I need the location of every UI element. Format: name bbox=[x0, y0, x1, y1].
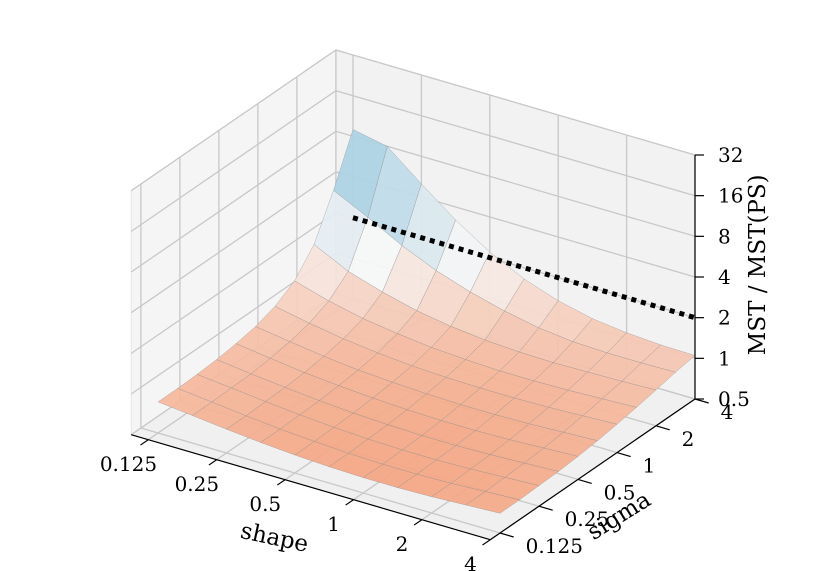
z-tick-label: 2 bbox=[718, 306, 731, 330]
x-tick-label: 2 bbox=[396, 532, 409, 556]
z-tick-label: 4 bbox=[718, 265, 731, 289]
x-tick bbox=[208, 459, 217, 466]
x-tick bbox=[413, 519, 423, 526]
x-tick bbox=[482, 539, 491, 546]
y-tick-label: 4 bbox=[721, 400, 734, 424]
y-tick-label: 2 bbox=[682, 427, 695, 451]
x-tick bbox=[140, 439, 149, 446]
y-tick-label: 0.125 bbox=[526, 534, 583, 558]
chart-tick-labels: 0.1250.250.51240.1250.250.51240.51248163… bbox=[100, 143, 750, 571]
y-tick bbox=[499, 532, 514, 538]
x-tick-label: 0.125 bbox=[100, 452, 157, 476]
z-axis-title: MST / MST(PS) bbox=[745, 174, 771, 355]
z-tick-label: 0.5 bbox=[718, 387, 750, 411]
y-tick bbox=[538, 505, 553, 511]
x-axis-title: shape bbox=[238, 518, 311, 558]
z-tick-label: 1 bbox=[718, 346, 731, 370]
x-tick bbox=[345, 499, 354, 506]
x-axis-line bbox=[130, 434, 491, 541]
z-tick-label: 32 bbox=[718, 143, 743, 167]
z-tick-label: 16 bbox=[718, 184, 743, 208]
x-tick bbox=[276, 479, 286, 486]
surface-patch bbox=[465, 491, 521, 514]
y-tick-label: 0.5 bbox=[604, 480, 636, 504]
y-tick bbox=[616, 452, 631, 458]
x-tick-label: 4 bbox=[464, 552, 477, 571]
chart-axes bbox=[130, 154, 709, 546]
chart-surface bbox=[157, 129, 696, 514]
y-tick-label: 0.25 bbox=[565, 507, 610, 531]
x-tick-label: 1 bbox=[327, 512, 340, 536]
y-axis-line bbox=[489, 398, 696, 541]
y-tick bbox=[694, 398, 709, 404]
x-tick-label: 0.5 bbox=[249, 492, 281, 516]
y-tick-label: 1 bbox=[643, 454, 656, 478]
y-tick bbox=[577, 478, 592, 484]
y-tick bbox=[655, 425, 670, 431]
y-gridline bbox=[140, 184, 501, 534]
x-tick-label: 0.25 bbox=[175, 472, 220, 496]
z-tick-label: 8 bbox=[718, 224, 731, 248]
